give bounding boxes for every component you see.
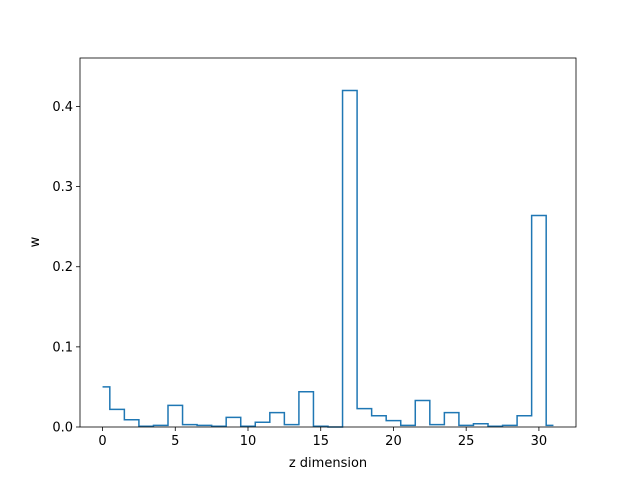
x-tick-label: 5 [171,434,179,449]
x-tick-label: 15 [312,434,329,449]
y-tick-label: 0.4 [52,100,73,115]
x-tick-label: 30 [531,434,548,449]
y-tick-label: 0.2 [52,260,73,275]
y-tick-label: 0.0 [52,421,73,436]
x-tick-label: 0 [98,434,106,449]
axes-frame [79,57,577,428]
y-axis-ticks: 0.0 0.1 0.2 0.3 0.4 [52,100,80,436]
x-axis-ticks: 0 5 10 15 20 25 30 [98,427,547,449]
x-tick-label: 25 [458,434,475,449]
y-tick-label: 0.1 [52,340,73,355]
x-axis-label: z dimension [289,456,367,471]
y-axis-label: w [28,236,43,247]
x-tick-label: 10 [240,434,257,449]
y-tick-label: 0.3 [52,180,73,195]
x-tick-label: 20 [385,434,402,449]
